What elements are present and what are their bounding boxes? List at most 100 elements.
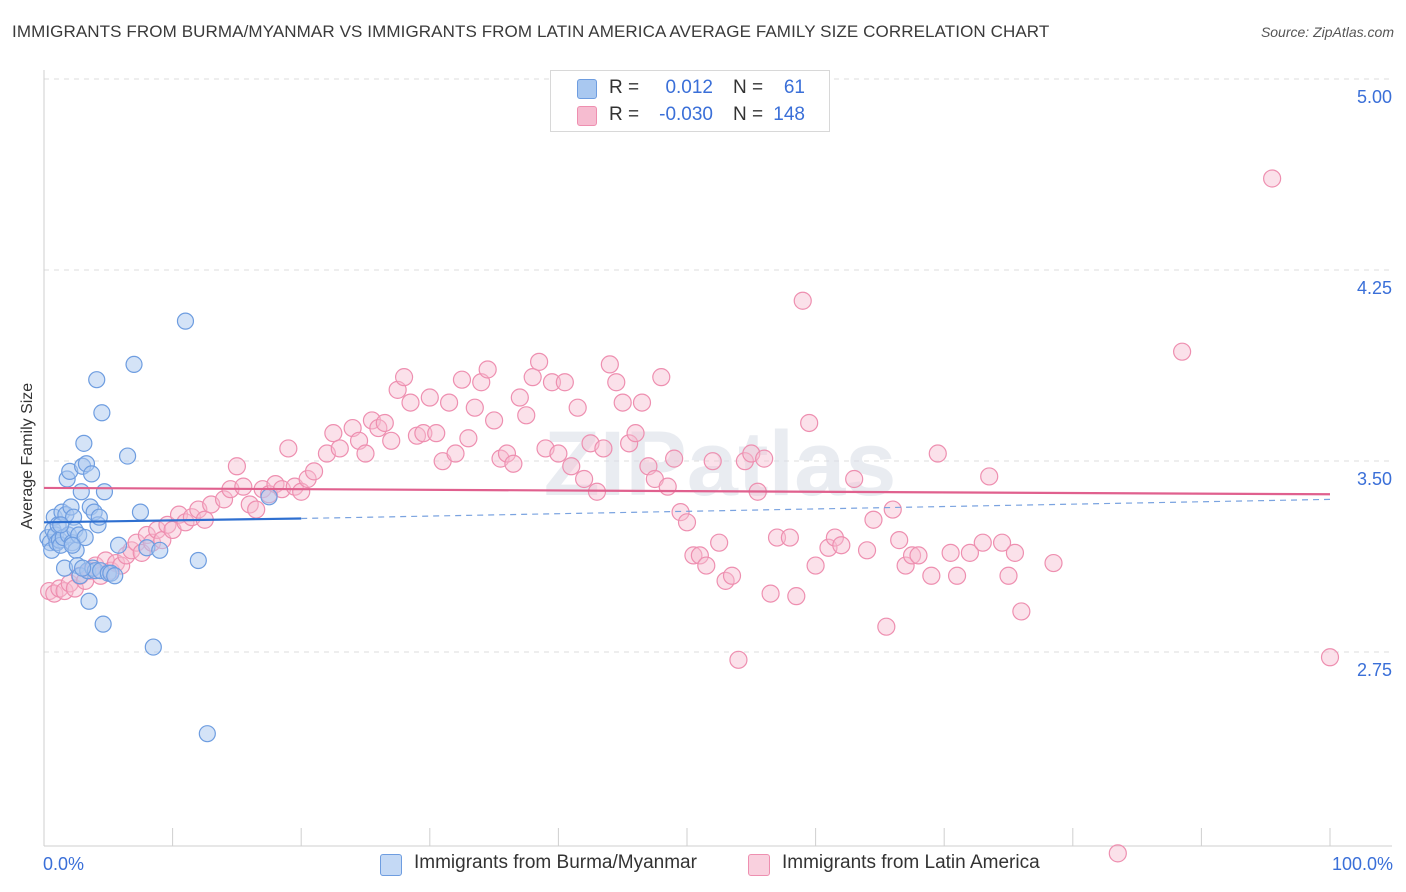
latin-america-point (1005, 543, 1025, 562)
burma-point (118, 447, 137, 465)
latin-america-point (980, 467, 999, 486)
latin-america-point (947, 566, 967, 585)
latin-america-point (845, 469, 864, 489)
latin-america-point (658, 477, 677, 496)
latin-america-point (214, 490, 234, 509)
latin-america-point (690, 546, 709, 565)
latin-america-point (446, 444, 465, 463)
latin-america-point (523, 368, 542, 387)
correlation-legend: R = 0.012 N = 61 R = -0.030 N = 148 (550, 70, 830, 132)
latin-america-point (1044, 553, 1063, 573)
burma-trend-line (43, 517, 302, 524)
latin-america-point (710, 533, 729, 552)
latin-america-points (40, 169, 1340, 863)
latin-america-point (877, 617, 896, 636)
latin-america-point (941, 543, 960, 562)
burma-point (144, 638, 162, 656)
latin-america-point (1263, 169, 1282, 188)
latin-america-point (729, 650, 748, 669)
latin-america-point (594, 439, 613, 458)
latin-america-point (324, 424, 343, 443)
burma-point (176, 312, 195, 330)
legend-n-label: N = (733, 77, 764, 98)
latin-america-point (909, 546, 928, 565)
latin-america-point (517, 406, 536, 425)
latin-america-point (247, 500, 266, 519)
latin-america-point (504, 454, 523, 473)
latin-america-point (562, 457, 581, 476)
latin-america-point (857, 541, 877, 560)
latin-america-point (555, 373, 574, 392)
latin-america-point (665, 449, 684, 468)
burma-point (260, 488, 278, 506)
latin-america-point (613, 393, 632, 412)
legend-n-value: 148 (773, 104, 805, 125)
latin-america-point (761, 584, 780, 603)
latin-america-point (960, 543, 980, 562)
latin-america-point (620, 434, 639, 453)
latin-america-point (401, 393, 420, 412)
latin-america-point (465, 398, 484, 417)
latin-america-point (549, 444, 568, 463)
latin-america-point (600, 355, 619, 374)
latin-america-point (896, 556, 915, 575)
burma-point (189, 551, 207, 570)
y-tick-label: 3.50 (1357, 469, 1392, 489)
source-label: Source: ZipAtlas.com (1260, 24, 1394, 40)
latin-america-point (575, 469, 594, 489)
legend-row-burma: R = 0.012 N = 61 (551, 75, 829, 101)
legend-n-label: N = (733, 104, 764, 125)
latin-america-point (452, 370, 472, 389)
latin-america-point (677, 513, 697, 532)
latin-america-point (767, 528, 787, 547)
latin-america-point (304, 462, 324, 481)
legend-r-label: R = (609, 77, 640, 98)
tick-labels: 2.75 3.50 4.25 5.00 0.0% 100.0% (43, 87, 1393, 874)
legend-r-label: R = (609, 104, 640, 125)
latin-america-point (382, 431, 401, 450)
y-tick-label: 2.75 (1357, 660, 1392, 680)
latin-america-trend-line (43, 486, 1331, 496)
chart-title: IMMIGRANTS FROM BURMA/MYANMAR VS IMMIGRA… (12, 22, 1050, 41)
latin-america-point (607, 373, 626, 392)
latin-america-point (459, 429, 478, 448)
latin-america-point (356, 444, 375, 463)
burma-points (39, 312, 278, 743)
legend-swatch-latin-america (577, 106, 597, 126)
series-label-burma: Immigrants from Burma/Myanmar (414, 852, 697, 873)
latin-america-point (478, 360, 497, 379)
burma-point (198, 725, 216, 743)
latin-america-point (973, 533, 992, 552)
y-tick-label: 4.25 (1357, 278, 1392, 298)
latin-america-point (626, 424, 645, 443)
latin-america-point (883, 500, 902, 519)
burma-point (52, 516, 70, 534)
latin-america-point (1173, 342, 1192, 361)
latin-america-point (902, 546, 922, 565)
latin-america-point (735, 452, 754, 471)
latin-america-point (632, 393, 652, 412)
latin-america-point (806, 556, 825, 575)
latin-america-point (890, 531, 909, 550)
latin-america-point (928, 444, 947, 463)
latin-america-point (439, 393, 459, 412)
burma-point (63, 536, 81, 554)
x-tick-label: 0.0% (43, 854, 84, 874)
latin-america-point (722, 566, 742, 585)
latin-america-point (1108, 844, 1127, 863)
burma-point (95, 483, 114, 501)
latin-america-point (703, 452, 722, 471)
grid-lines (44, 78, 1392, 653)
y-tick-label: 5.00 (1357, 87, 1392, 107)
latin-america-point (497, 444, 517, 463)
latin-america-point (825, 528, 844, 547)
latin-america-point (684, 546, 703, 565)
latin-america-point (922, 566, 941, 585)
latin-america-point (671, 503, 690, 522)
latin-america-point (375, 413, 394, 433)
latin-america-point (420, 388, 439, 407)
latin-america-point (510, 388, 529, 407)
trend-lines (43, 486, 1331, 524)
latin-america-point (485, 411, 504, 430)
